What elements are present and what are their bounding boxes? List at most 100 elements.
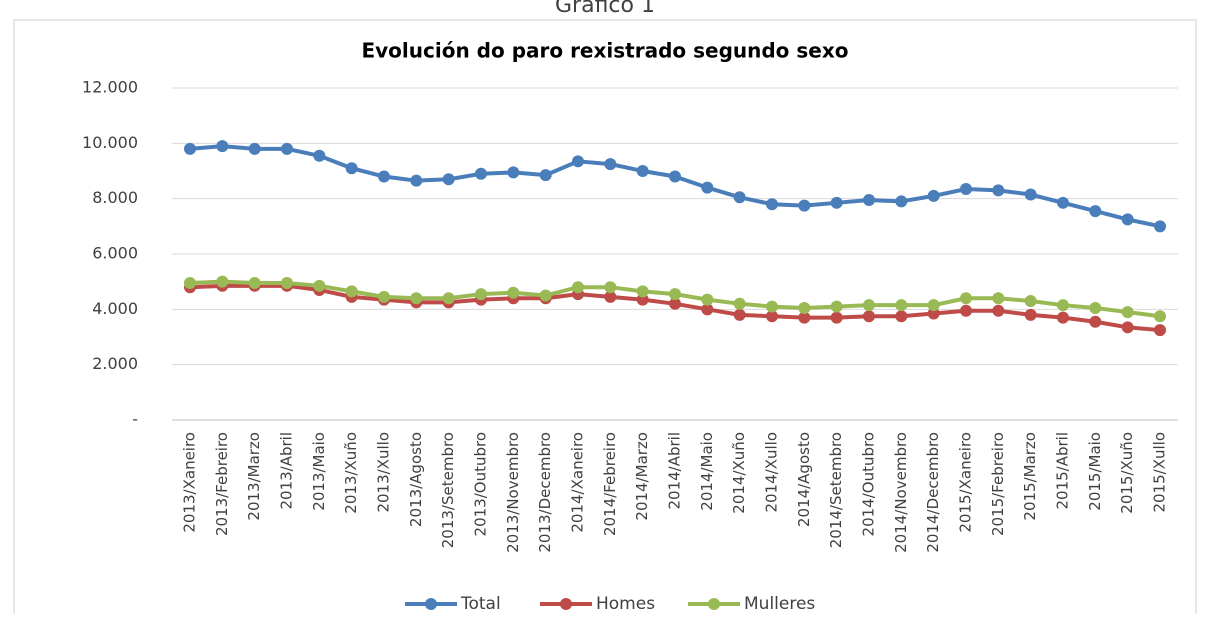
y-tick-label: 2.000 [92,354,138,373]
y-tick-label: 8.000 [92,188,138,207]
x-tick-label: 2014/Novembro [892,432,910,553]
chart-border [13,19,1197,618]
data-point [895,310,908,323]
data-point [895,299,908,312]
data-point [378,170,390,183]
data-point [863,194,875,207]
data-point [733,191,746,204]
data-point [1089,301,1102,314]
data-point [539,289,552,302]
data-point [992,304,1005,317]
data-point [507,166,520,179]
data-point [378,290,390,303]
data-point [798,301,811,314]
data-point [927,307,940,320]
data-point [1121,321,1134,334]
y-tick-label: - [132,410,138,429]
data-point [248,277,261,290]
data-point [1024,188,1037,201]
data-point [410,292,423,305]
y-tick-label: 12.000 [82,78,138,97]
data-point [184,277,196,290]
data-point [636,285,649,298]
x-tick-label: 2014/Xaneiro [569,432,587,533]
x-tick-label: 2013/Setembro [439,432,457,548]
data-point [507,286,520,299]
x-tick-label: 2014/Decembro [924,432,942,553]
data-point [960,304,972,317]
x-tick-label: 2015/Febreiro [989,432,1007,536]
data-point [1024,295,1037,308]
data-point [410,174,423,187]
x-tick-label: 2015/Xaneiro [957,432,975,533]
x-tick-label: 2013/Xuño [342,432,360,514]
data-point [701,303,714,316]
legend-marker [425,598,437,610]
data-point [1154,324,1166,337]
data-point [830,311,843,324]
data-point [539,169,552,182]
data-point [863,310,875,323]
data-point [1057,299,1069,312]
legend-label: Homes [596,594,655,614]
x-tick-label: 2014/Maio [698,432,716,511]
data-point [475,288,487,301]
data-point [766,198,778,211]
x-tick-label: 2013/Maio [310,432,328,511]
x-tick-label: 2013/Outubro [472,432,490,536]
data-point [475,167,487,180]
legend-label: Total [460,594,501,614]
x-tick-label: 2013/Xullo [375,432,393,513]
x-tick-label: 2014/Abril [666,432,684,510]
data-point [733,297,746,310]
data-point [895,195,908,208]
data-point [733,308,746,321]
data-point [927,189,940,202]
data-point [216,275,229,288]
x-tick-label: 2013/Decembro [536,432,554,553]
data-point [604,290,617,303]
data-point [960,292,972,305]
data-point [1057,196,1069,209]
data-point [669,170,681,183]
x-tick-label: 2013/Marzo [245,432,263,521]
data-point [281,277,293,290]
x-tick-label: 2013/Abril [278,432,296,510]
data-point [248,142,261,155]
data-point [636,165,649,177]
x-tick-label: 2015/Xullo [1151,432,1169,513]
data-point [442,292,455,305]
data-point [604,281,617,294]
x-tick-label: 2015/Maio [1086,432,1104,511]
data-point [1154,310,1166,323]
data-point [281,142,293,155]
data-point [701,181,714,194]
data-point [604,158,617,171]
data-point [313,149,326,162]
data-point [669,288,681,301]
data-point [992,292,1005,305]
data-point [669,297,681,310]
x-tick-label: 2014/Setembro [827,432,845,548]
x-tick-label: 2014/Xullo [763,432,781,513]
data-point [442,173,455,186]
data-point [216,140,229,153]
y-tick-label: 6.000 [92,244,138,263]
x-tick-label: 2014/Outubro [860,432,878,536]
data-point [1089,315,1102,328]
x-tick-label: 2014/Marzo [633,432,651,521]
data-point [572,155,584,168]
data-point [992,184,1005,197]
x-tick-label: 2015/Marzo [1021,432,1039,521]
legend-marker [708,598,720,610]
y-tick-label: 10.000 [82,133,138,152]
x-tick-label: 2014/Agosto [795,432,813,527]
data-point [636,293,649,306]
data-point [184,142,196,155]
x-tick-label: 2013/Xaneiro [181,432,199,533]
data-point [863,299,875,312]
legend-label: Mulleres [744,594,815,614]
data-point [830,300,843,313]
